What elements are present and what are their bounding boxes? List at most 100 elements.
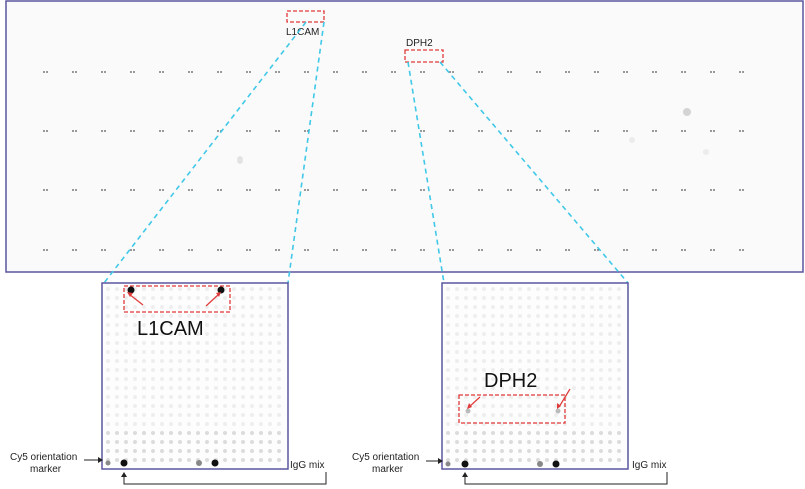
background-spot: [178, 404, 182, 408]
background-spot: [133, 395, 137, 399]
background-spot: [133, 323, 137, 327]
background-spot: [473, 458, 477, 462]
background-spot: [214, 404, 218, 408]
array-spot: [655, 130, 657, 132]
background-spot: [205, 323, 209, 327]
array-spot: [623, 249, 625, 251]
array-spot: [710, 71, 712, 73]
background-spot: [500, 368, 504, 372]
background-spot: [232, 458, 236, 462]
background-spot: [581, 296, 585, 300]
array-spot: [133, 130, 135, 132]
background-spot: [160, 359, 164, 363]
background-spot: [446, 377, 450, 381]
background-spot: [187, 323, 191, 327]
background-spot: [124, 395, 128, 399]
background-spot: [482, 395, 486, 399]
array-spot: [652, 189, 654, 191]
background-spot: [455, 458, 459, 462]
background-spot: [527, 323, 531, 327]
background-spot: [464, 404, 468, 408]
background-spot: [536, 413, 540, 417]
background-spot: [491, 440, 495, 444]
background-spot: [268, 305, 272, 309]
array-spot: [565, 189, 567, 191]
igg-spot: [552, 460, 560, 468]
array-spot: [365, 130, 367, 132]
background-spot: [142, 458, 146, 462]
background-spot: [473, 440, 477, 444]
cy5-marker-label: Cy5 orientation: [352, 452, 419, 463]
array-spot: [510, 249, 512, 251]
background-spot: [599, 305, 603, 309]
background-spot: [142, 323, 146, 327]
background-spot: [205, 413, 209, 417]
array-spot: [159, 130, 161, 132]
background-spot: [124, 422, 128, 426]
background-spot: [268, 413, 272, 417]
background-spot: [473, 449, 477, 453]
background-spot: [232, 413, 236, 417]
background-spot: [518, 341, 522, 345]
background-spot: [545, 314, 549, 318]
array-spot: [742, 130, 744, 132]
l1cam-zoom-spot-grid: [106, 287, 281, 462]
background-spot: [205, 404, 209, 408]
overview-spot-grid: [43, 71, 744, 251]
background-spot: [599, 323, 603, 327]
background-spot: [214, 350, 218, 354]
background-spot: [608, 341, 612, 345]
background-spot: [124, 305, 128, 309]
array-spot: [420, 189, 422, 191]
background-spot: [106, 323, 110, 327]
background-spot: [133, 377, 137, 381]
background-spot: [205, 314, 209, 318]
background-spot: [214, 377, 218, 381]
background-spot: [259, 386, 263, 390]
background-spot: [223, 404, 227, 408]
array-spot: [46, 249, 48, 251]
background-spot: [500, 305, 504, 309]
background-spot: [581, 359, 585, 363]
background-spot: [446, 359, 450, 363]
background-spot: [446, 413, 450, 417]
background-spot: [133, 440, 137, 444]
background-spot: [572, 296, 576, 300]
array-spot: [481, 71, 483, 73]
background-spot: [590, 440, 594, 444]
background-spot: [617, 449, 621, 453]
background-spot: [259, 449, 263, 453]
background-spot: [473, 332, 477, 336]
background-spot: [241, 323, 245, 327]
background-spot: [581, 413, 585, 417]
background-spot: [277, 359, 281, 363]
background-spot: [268, 422, 272, 426]
array-spot: [333, 249, 335, 251]
background-spot: [196, 422, 200, 426]
background-spot: [491, 386, 495, 390]
background-spot: [455, 404, 459, 408]
background-spot: [241, 449, 245, 453]
background-spot: [554, 395, 558, 399]
array-spot: [75, 130, 77, 132]
background-spot: [142, 422, 146, 426]
background-spot: [250, 287, 254, 291]
background-spot: [608, 323, 612, 327]
background-spot: [106, 449, 110, 453]
background-spot: [205, 458, 209, 462]
background-spot: [473, 359, 477, 363]
array-spot: [391, 71, 393, 73]
background-spot: [554, 449, 558, 453]
background-spot: [608, 395, 612, 399]
background-spot: [518, 368, 522, 372]
background-spot: [178, 458, 182, 462]
background-spot: [151, 440, 155, 444]
background-spot: [241, 404, 245, 408]
array-spot: [510, 71, 512, 73]
array-spot: [336, 130, 338, 132]
background-spot: [518, 323, 522, 327]
background-spot: [178, 386, 182, 390]
background-spot: [241, 314, 245, 318]
background-spot: [464, 386, 468, 390]
background-spot: [124, 359, 128, 363]
